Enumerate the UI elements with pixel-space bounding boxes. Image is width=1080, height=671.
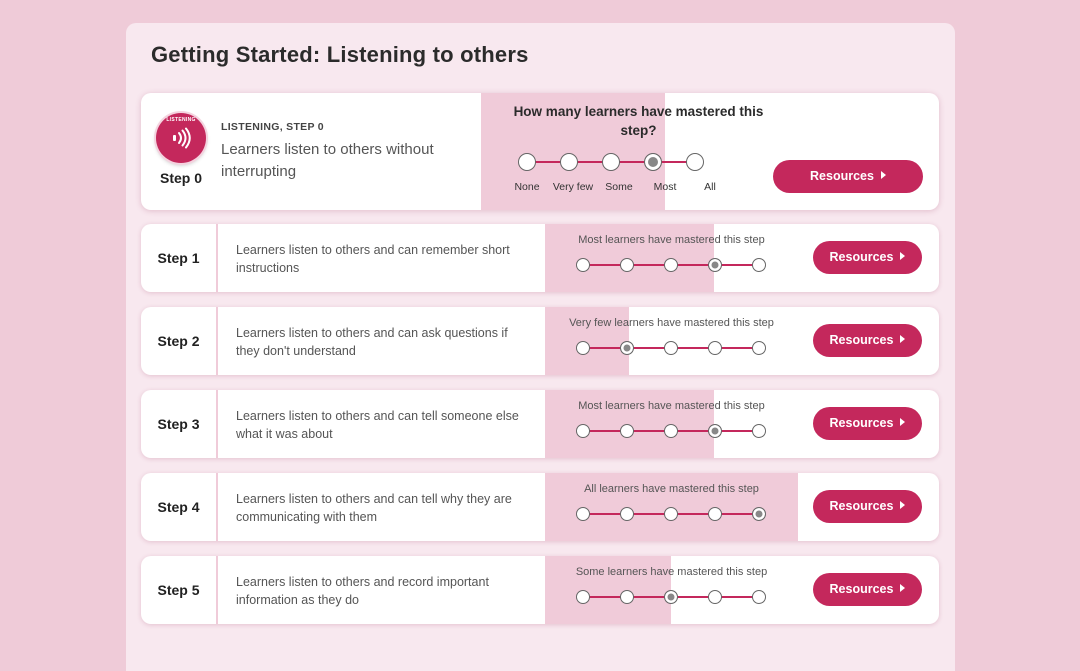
- resources-button[interactable]: Resources: [813, 241, 922, 274]
- main-panel: Getting Started: Listening to others LIS…: [126, 23, 955, 671]
- mastery-fill: [545, 556, 671, 624]
- step-label: Step 3: [141, 390, 218, 458]
- scale-label: Very few: [552, 181, 594, 193]
- mastery-option-1[interactable]: [560, 153, 578, 171]
- mastery-status: Some learners have mastered this step: [575, 566, 768, 578]
- resources-button[interactable]: Resources: [813, 490, 922, 523]
- step-row: Step 5 Learners listen to others and reco…: [141, 556, 939, 624]
- mastery-option-4[interactable]: [752, 507, 766, 521]
- step-label: Step 4: [141, 473, 218, 541]
- mastery-option-4[interactable]: [752, 341, 766, 355]
- mastery-status: Most learners have mastered this step: [578, 234, 765, 246]
- mastery-option-1[interactable]: [620, 590, 634, 604]
- mastery-option-2[interactable]: [602, 153, 620, 171]
- mastery-status: All learners have mastered this step: [584, 483, 759, 495]
- resources-button[interactable]: Resources: [813, 324, 922, 357]
- mastery-option-1[interactable]: [620, 341, 634, 355]
- listening-badge: LISTENING: [156, 113, 206, 163]
- mastery-option-4[interactable]: [752, 258, 766, 272]
- mastery-status: Most learners have mastered this step: [578, 400, 765, 412]
- step-description: Learners listen to others and can tell s…: [236, 409, 519, 441]
- caret-right-icon: [900, 501, 906, 509]
- mastery-option-4[interactable]: [686, 153, 704, 171]
- mastery-option-2[interactable]: [664, 258, 678, 272]
- step-description: Learners listen to others and can tell w…: [236, 492, 512, 524]
- step-row: Step 1 Learners listen to others and can …: [141, 224, 939, 292]
- mastery-option-2[interactable]: [664, 507, 678, 521]
- resources-label: Resources: [829, 333, 894, 347]
- caret-right-icon: [900, 584, 906, 592]
- mastery-option-3[interactable]: [708, 341, 722, 355]
- step-label: Step 2: [141, 307, 218, 375]
- mastery-option-0[interactable]: [576, 507, 590, 521]
- scale-label: Some: [605, 181, 633, 193]
- mastery-option-3[interactable]: [708, 424, 722, 438]
- scale-label: All: [704, 181, 716, 193]
- badge-text: LISTENING: [166, 117, 196, 123]
- caret-right-icon: [900, 335, 906, 343]
- mastery-option-3[interactable]: [708, 258, 722, 272]
- mastery-scale: [576, 590, 766, 604]
- step-row: Step 3 Learners listen to others and can …: [141, 390, 939, 458]
- resources-label: Resources: [829, 582, 894, 596]
- scale-label: Most: [653, 181, 677, 193]
- mastery-fill: [481, 93, 665, 210]
- step-label: Step 5: [141, 556, 218, 624]
- mastery-option-2[interactable]: [664, 341, 678, 355]
- mastery-option-1[interactable]: [620, 258, 634, 272]
- resources-label: Resources: [829, 499, 894, 513]
- mastery-scale: [576, 507, 766, 521]
- mastery-fill: [545, 307, 629, 375]
- step-label: Step 1: [141, 224, 218, 292]
- mastery-option-4[interactable]: [752, 590, 766, 604]
- mastery-option-2[interactable]: [664, 590, 678, 604]
- mastery-option-3[interactable]: [708, 590, 722, 604]
- step-description: Learners listen to others and can rememb…: [236, 243, 510, 275]
- mastery-option-0[interactable]: [576, 258, 590, 272]
- resources-label: Resources: [810, 169, 874, 183]
- caret-right-icon: [900, 418, 906, 426]
- caret-right-icon: [900, 252, 906, 260]
- resources-label: Resources: [829, 250, 894, 264]
- mastery-scale: [576, 341, 766, 355]
- resources-button[interactable]: Resources: [773, 160, 923, 193]
- mastery-option-0[interactable]: [576, 590, 590, 604]
- mastery-scale: [576, 424, 766, 438]
- step-0-card: LISTENING Step 0 LISTENING, STEP 0 Learn…: [141, 93, 939, 210]
- mastery-option-3[interactable]: [644, 153, 662, 171]
- mastery-option-2[interactable]: [664, 424, 678, 438]
- scale-label: None: [514, 181, 540, 193]
- mastery-scale: [518, 153, 707, 171]
- mastery-option-4[interactable]: [752, 424, 766, 438]
- sound-waves-icon: [173, 127, 191, 149]
- mastery-option-0[interactable]: [518, 153, 536, 171]
- step-description: Learners listen to others and can ask qu…: [236, 326, 508, 358]
- mastery-option-3[interactable]: [708, 507, 722, 521]
- resources-label: Resources: [829, 416, 894, 430]
- mastery-option-1[interactable]: [620, 507, 634, 521]
- mastery-status: Very few learners have mastered this ste…: [569, 317, 774, 329]
- step-row: Step 4 Learners listen to others and can …: [141, 473, 939, 541]
- step-description: Learners listen to others without interr…: [221, 141, 434, 180]
- page-title: Getting Started: Listening to others: [151, 42, 529, 67]
- mastery-option-1[interactable]: [620, 424, 634, 438]
- mastery-option-0[interactable]: [576, 424, 590, 438]
- step-label: Step 0: [159, 170, 202, 186]
- step-row: Step 2 Learners listen to others and can …: [141, 307, 939, 375]
- mastery-question: How many learners have mastered this ste…: [513, 104, 764, 138]
- mastery-scale: [576, 258, 766, 272]
- resources-button[interactable]: Resources: [813, 573, 922, 606]
- step-description: Learners listen to others and record imp…: [236, 575, 489, 607]
- resources-button[interactable]: Resources: [813, 407, 922, 440]
- mastery-option-0[interactable]: [576, 341, 590, 355]
- step-kicker: LISTENING, STEP 0: [221, 121, 324, 133]
- caret-right-icon: [880, 171, 886, 179]
